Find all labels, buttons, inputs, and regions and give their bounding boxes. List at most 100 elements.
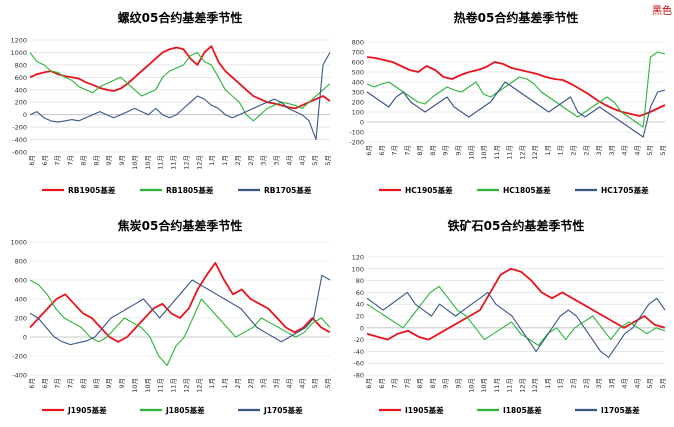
chart-title: 螺纹05合约基差季节性 <box>118 10 243 25</box>
legend-label: I1705基差 <box>601 405 640 415</box>
y-tick-label: -200 <box>349 139 364 147</box>
x-tick-label: 3月 <box>273 378 281 389</box>
y-tick-label: 400 <box>15 86 27 94</box>
x-tick-label: 3月 <box>595 378 603 389</box>
x-tick-label: 12月 <box>518 145 526 160</box>
chart-0: 螺纹05合约基差季节性 -600 -400 -200 0 200 400 600 800 1000… <box>10 10 332 195</box>
legend-label: RB1805基差 <box>166 185 214 195</box>
x-tick-label: 2月 <box>570 145 578 156</box>
x-tick-label: 10月 <box>480 145 488 160</box>
x-tick-label: 2月 <box>247 155 255 166</box>
x-tick-label: 4月 <box>633 145 641 156</box>
x-tick-label: 12月 <box>518 378 526 393</box>
series-line-HC1805基差 <box>366 51 666 128</box>
x-tick-label: 7月 <box>403 378 411 389</box>
x-tick-label: 4月 <box>621 145 629 156</box>
series-line-I1805基差 <box>366 285 666 347</box>
x-tick-label: 11月 <box>506 378 514 393</box>
x-tick-label: 1月 <box>221 378 229 389</box>
x-tick-label: 4月 <box>621 378 629 389</box>
y-tick-label: 20 <box>356 313 364 321</box>
y-tick-label: 400 <box>352 79 364 87</box>
x-tick-label: 12月 <box>195 378 203 393</box>
x-tick-label: 11月 <box>493 378 501 393</box>
x-tick-label: 8月 <box>92 378 100 389</box>
x-tick-label: 9月 <box>454 145 462 156</box>
x-tick-label: 6月 <box>28 378 36 389</box>
x-tick-label: 5月 <box>311 155 319 166</box>
legend-label: HC1805基差 <box>503 185 551 195</box>
y-tick-label: 700 <box>352 49 364 57</box>
x-tick-label: 4月 <box>298 155 306 166</box>
x-tick-label: 5月 <box>324 378 332 389</box>
y-tick-label: 0 <box>360 324 364 332</box>
x-tick-label: 12月 <box>182 155 190 170</box>
series-line-J1905基差 <box>29 262 331 343</box>
x-tick-label: 9月 <box>442 378 450 389</box>
y-tick-label: 40 <box>356 301 364 309</box>
x-tick-label: 3月 <box>608 145 616 156</box>
series-line-J1805基差 <box>29 279 331 367</box>
x-tick-label: 2月 <box>247 378 255 389</box>
chart-1: 热卷05合约基差季节性 -200 -100 0 100 200 300 400 500 600 70… <box>349 10 667 195</box>
x-tick-label: 10月 <box>131 155 139 170</box>
x-tick-label: 10月 <box>467 378 475 393</box>
y-tick-label: 1000 <box>10 49 27 57</box>
x-tick-label: 4月 <box>285 378 293 389</box>
y-tick-label: -60 <box>353 360 364 368</box>
x-tick-label: 8月 <box>92 155 100 166</box>
x-tick-label: 7月 <box>391 378 399 389</box>
x-tick-label: 4月 <box>285 155 293 166</box>
y-tick-label: 1000 <box>10 239 27 247</box>
y-tick-label: 60 <box>356 289 364 297</box>
series-line-I1905基差 <box>366 267 666 341</box>
x-tick-label: 7月 <box>403 145 411 156</box>
x-tick-label: 1月 <box>544 378 552 389</box>
y-tick-label: -400 <box>12 372 27 380</box>
y-tick-label: 80 <box>356 277 364 285</box>
y-tick-label: 800 <box>15 258 27 266</box>
y-tick-label: 200 <box>15 315 27 323</box>
x-tick-label: 7月 <box>54 378 62 389</box>
x-tick-label: 7月 <box>67 378 75 389</box>
x-tick-label: 3月 <box>260 378 268 389</box>
legend-label: J1905基差 <box>67 405 107 415</box>
legend-label: I1805基差 <box>503 405 542 415</box>
x-tick-label: 9月 <box>442 145 450 156</box>
y-tick-label: 200 <box>15 99 27 107</box>
x-tick-label: 12月 <box>531 378 539 393</box>
series-line-RB1905基差 <box>29 45 331 110</box>
series-line-I1705基差 <box>366 291 666 358</box>
chart-title: 焦炭05合约基差季节性 <box>117 218 243 233</box>
y-tick-label: 500 <box>352 69 364 77</box>
y-tick-label: -200 <box>12 124 27 132</box>
x-tick-label: 3月 <box>273 155 281 166</box>
y-tick-label: 400 <box>15 296 27 304</box>
y-tick-label: 300 <box>352 89 364 97</box>
x-tick-label: 5月 <box>659 378 667 389</box>
y-tick-label: -600 <box>12 149 27 157</box>
x-tick-label: 12月 <box>195 155 203 170</box>
chart-2: 焦炭05合约基差季节性 -400 -200 0 200 400 600 800 1000 6月 6月… <box>10 218 332 415</box>
y-tick-label: -20 <box>353 336 364 344</box>
x-tick-label: 1月 <box>221 155 229 166</box>
x-tick-label: 1月 <box>557 145 565 156</box>
x-tick-label: 5月 <box>646 378 654 389</box>
x-tick-label: 8月 <box>79 378 87 389</box>
x-tick-label: 9月 <box>118 378 126 389</box>
x-tick-label: 1月 <box>208 378 216 389</box>
x-tick-label: 7月 <box>391 145 399 156</box>
x-tick-label: 10月 <box>467 145 475 160</box>
x-tick-label: 8月 <box>429 378 437 389</box>
y-tick-label: -80 <box>353 372 364 380</box>
x-tick-label: 6月 <box>28 155 36 166</box>
x-tick-label: 2月 <box>582 145 590 156</box>
y-tick-label: 800 <box>15 61 27 69</box>
y-tick-label: -40 <box>353 348 364 356</box>
x-tick-label: 10月 <box>144 378 152 393</box>
x-tick-label: 5月 <box>646 145 654 156</box>
y-tick-label: 100 <box>352 109 364 117</box>
x-tick-label: 11月 <box>170 378 178 393</box>
